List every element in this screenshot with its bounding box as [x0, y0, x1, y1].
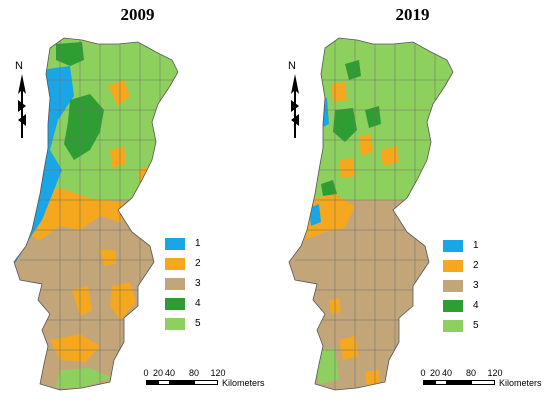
legend-swatch: [165, 278, 185, 290]
choropleth-map-2019: [288, 37, 454, 391]
scale-tick: 120: [210, 368, 226, 378]
scale-tick: 40: [164, 368, 176, 378]
scale-unit-label: Kilometers: [222, 378, 265, 388]
legend-swatch: [443, 300, 463, 312]
map-title-2019: 2019: [395, 5, 430, 24]
choropleth-map-2009: [13, 37, 179, 391]
north-label: N: [288, 60, 296, 72]
scale-segment: [447, 380, 471, 385]
scale-bar-2019: 0 20 40 80 120 Kilometers: [419, 368, 549, 392]
scale-bar-2009: 0 20 40 80 120 Kilometers: [142, 368, 272, 392]
municipality-borders: [295, 40, 453, 390]
legend-swatch: [443, 280, 463, 292]
legend-swatch: [165, 238, 185, 250]
scale-tick: 80: [188, 368, 200, 378]
region-class2-patch-f: [50, 334, 100, 362]
scale-tick: 0: [143, 368, 149, 378]
region-class2-patch-g: [365, 370, 379, 386]
scale-tick: 120: [487, 368, 503, 378]
region-class2-patch-b: [359, 134, 373, 156]
region-class2-patch-e: [110, 282, 136, 320]
scale-tick: 80: [465, 368, 477, 378]
legend-swatch: [165, 298, 185, 310]
legend-swatch: [443, 260, 463, 272]
region-class2-patch-f: [339, 336, 359, 360]
legend-swatch: [443, 240, 463, 252]
scale-segment: [471, 380, 495, 385]
map-panel-2009: 2009: [13, 5, 272, 392]
scale-segment: [170, 380, 194, 385]
country-outline: [288, 37, 454, 391]
legend-swatch: [165, 318, 185, 330]
region-class5-north: [14, 38, 178, 210]
region-class5-north: [289, 38, 453, 210]
north-arrow-icon: [18, 74, 26, 138]
region-class2-patch-a: [108, 80, 130, 106]
legend-swatch: [443, 320, 463, 332]
north-label: N: [15, 60, 23, 72]
map-title-2009: 2009: [120, 5, 155, 24]
region-class4-d: [321, 180, 337, 196]
map-panel-2019: 2019: [275, 0, 550, 407]
region-class2-patch-b: [110, 146, 126, 168]
legend-swatch: [165, 258, 185, 270]
scale-segment: [146, 380, 158, 385]
scale-unit-label: Kilometers: [499, 378, 542, 388]
scale-segment: [435, 380, 447, 385]
region-class4-a: [333, 108, 357, 142]
scale-tick: 0: [420, 368, 426, 378]
region-class2-patch-g: [100, 250, 116, 266]
north-arrow-icon: [291, 74, 299, 138]
region-class5-south: [315, 348, 339, 384]
scale-segment: [423, 380, 435, 385]
region-class4-a: [64, 94, 104, 160]
scale-tick: 40: [441, 368, 453, 378]
scale-segment: [194, 380, 218, 385]
scale-tick: 20: [429, 368, 441, 378]
region-class5-south: [56, 368, 112, 388]
municipality-borders: [20, 40, 178, 390]
region-class4-c: [365, 106, 381, 128]
region-class2-patch-d: [72, 286, 92, 316]
region-class4-b: [345, 60, 361, 80]
country-outline: [13, 37, 179, 391]
region-class2-patch-d: [339, 158, 355, 178]
region-class1-b: [309, 204, 321, 226]
scale-segment: [158, 380, 170, 385]
scale-tick: 20: [152, 368, 164, 378]
region-class2-patch-a: [331, 82, 347, 102]
region-class4-b: [56, 42, 84, 66]
region-class2-patch-c: [381, 146, 399, 166]
